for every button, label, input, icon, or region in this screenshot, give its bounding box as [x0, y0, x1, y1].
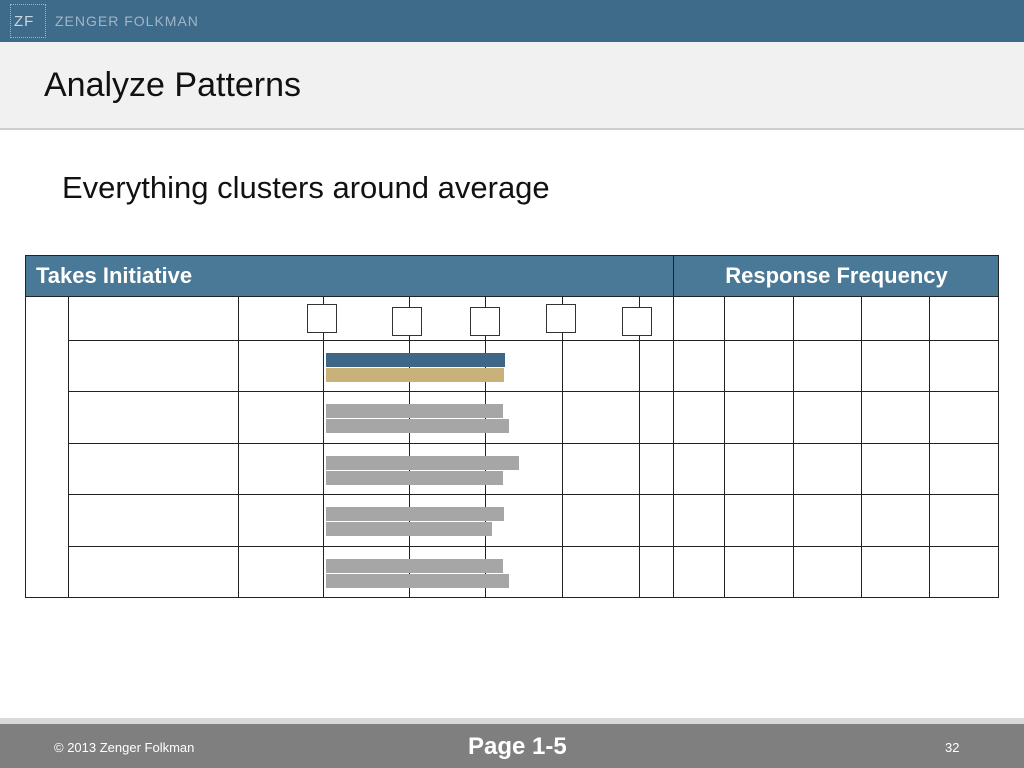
brand-logo-icon: ZF	[10, 4, 46, 38]
score-bar	[326, 404, 504, 418]
left-header-text: Takes Initiative	[36, 263, 193, 288]
grid-line	[639, 296, 640, 597]
grid-line	[409, 296, 410, 597]
copyright: © 2013 Zenger Folkman	[54, 740, 195, 755]
table-right-header: Response Frequency	[674, 255, 999, 296]
grid-line	[68, 494, 999, 495]
score-bar	[326, 353, 506, 367]
scale-marker-5	[622, 307, 652, 336]
grid-line	[25, 597, 999, 598]
slide-subtitle: Everything clusters around average	[62, 170, 550, 205]
grid-line	[68, 546, 999, 547]
scale-marker-2	[392, 307, 422, 336]
table-left-header: Takes Initiative	[25, 255, 673, 296]
initiative-table: Takes Initiative Response Frequency	[25, 255, 999, 598]
slide-title: Analyze Patterns	[44, 66, 302, 104]
right-header-text: Response Frequency	[725, 263, 948, 288]
grid-line	[238, 296, 239, 597]
grid-line	[323, 296, 324, 597]
score-bar	[326, 559, 504, 573]
logo-mark: ZF	[14, 13, 35, 30]
scale-marker-3	[470, 307, 500, 336]
footer: © 2013 Zenger Folkman Page 1-5 32	[0, 724, 1024, 768]
grid-line	[861, 296, 862, 597]
grid-line	[68, 296, 69, 597]
grid-line	[673, 255, 674, 597]
grid-line	[929, 296, 930, 597]
grid-line	[25, 255, 26, 597]
grid-line	[68, 340, 999, 341]
score-bar	[326, 456, 519, 470]
score-bar	[326, 471, 504, 485]
page-number: 32	[945, 740, 960, 755]
brand-name: ZENGER FOLKMAN	[55, 13, 199, 29]
footer-divider	[0, 718, 1024, 724]
page-label: Page 1-5	[468, 733, 567, 760]
grid-line	[793, 296, 794, 597]
grid-line	[998, 255, 999, 597]
grid-line	[68, 391, 999, 392]
grid-line	[485, 296, 486, 597]
grid-line	[724, 296, 725, 597]
score-bar	[326, 419, 510, 433]
grid-line	[562, 296, 563, 597]
score-bar	[326, 522, 493, 536]
grid-line	[68, 443, 999, 444]
score-bar	[326, 507, 504, 521]
scale-marker-4	[546, 304, 576, 333]
score-bar	[326, 368, 504, 382]
title-band: Analyze Patterns	[0, 42, 1024, 130]
grid-line	[25, 296, 999, 297]
grid-line	[25, 255, 999, 256]
top-bar: ZF ZENGER FOLKMAN	[0, 0, 1024, 42]
scale-marker-1	[307, 304, 337, 333]
score-bar	[326, 574, 509, 588]
